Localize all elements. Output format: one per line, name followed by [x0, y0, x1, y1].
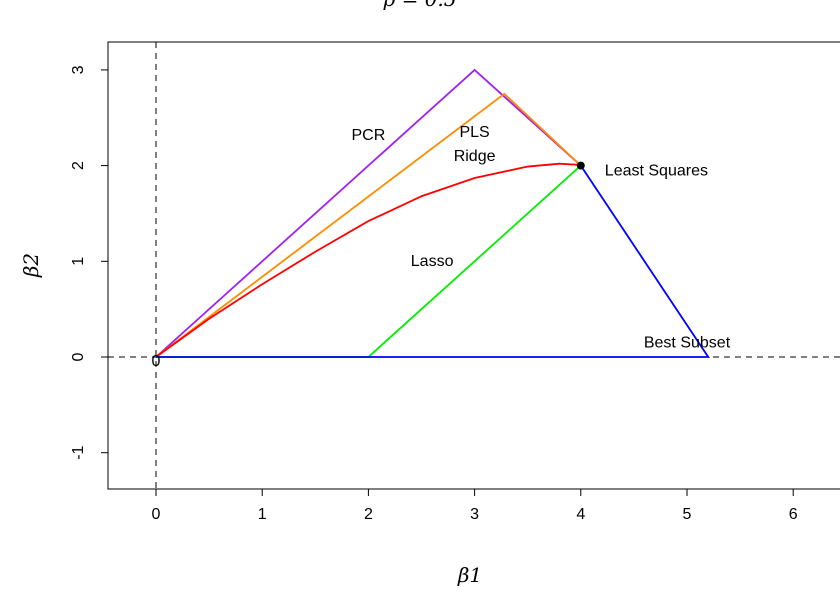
y-axis-label: β2: [19, 253, 43, 278]
y-tick-label: 2: [70, 161, 87, 170]
series-label: PLS: [459, 124, 489, 141]
y-tick-label: 0: [70, 352, 87, 361]
y-tick-label: 1: [70, 257, 87, 266]
x-tick-label: 0: [152, 506, 161, 523]
x-tick-label: 3: [470, 506, 479, 523]
x-tick-label: 4: [576, 506, 585, 523]
series-label: Best Subset: [644, 334, 731, 351]
series-label: PCR: [352, 127, 386, 144]
x-tick-label: 2: [364, 506, 373, 523]
series-best-subset: [156, 165, 710, 358]
x-tick-label: 5: [683, 506, 692, 523]
point-label: Least Squares: [605, 163, 708, 180]
series-pcr: [155, 68, 582, 358]
origin-label: 0: [152, 353, 161, 370]
series-lasso: [156, 164, 582, 358]
plot-frame: [107, 41, 840, 490]
y-tick-label: -1: [70, 445, 87, 459]
x-axis-label: β1: [457, 563, 482, 587]
least-squares-point: [576, 161, 585, 170]
x-tick-label: 1: [258, 506, 267, 523]
series-label: Ridge: [454, 148, 496, 165]
y-tick-label: 3: [70, 65, 87, 74]
series-pls: [155, 92, 582, 358]
series-label: Lasso: [411, 253, 454, 270]
series-ridge: [155, 162, 581, 358]
chart-title: ρ = 0.5: [382, 0, 456, 11]
x-tick-label: 6: [789, 506, 798, 523]
